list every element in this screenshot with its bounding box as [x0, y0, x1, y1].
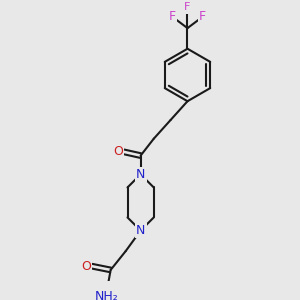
- Text: O: O: [81, 260, 91, 273]
- Text: F: F: [184, 2, 191, 13]
- Text: F: F: [199, 11, 206, 23]
- Text: NH₂: NH₂: [95, 290, 119, 300]
- Text: F: F: [169, 11, 176, 23]
- Text: N: N: [136, 168, 145, 181]
- Text: O: O: [113, 145, 123, 158]
- Text: N: N: [136, 224, 145, 237]
